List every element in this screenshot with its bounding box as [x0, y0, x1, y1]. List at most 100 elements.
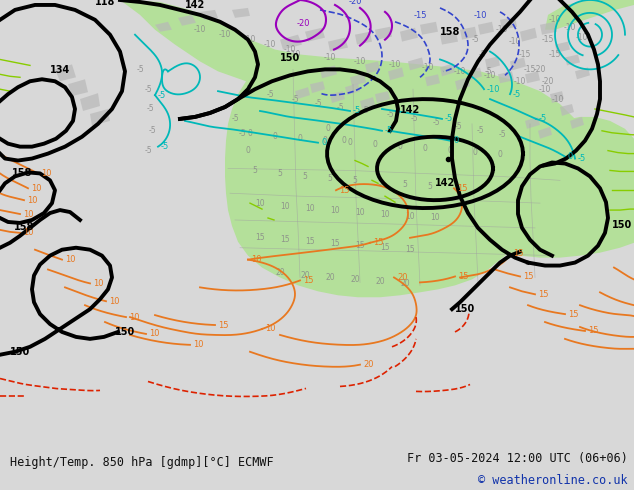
Text: -20: -20	[542, 77, 554, 86]
Text: 20: 20	[300, 271, 310, 280]
Text: -10: -10	[509, 37, 521, 46]
Polygon shape	[355, 32, 372, 45]
Polygon shape	[280, 35, 302, 49]
Text: 15: 15	[405, 245, 415, 254]
Polygon shape	[305, 28, 325, 42]
Text: 20: 20	[363, 360, 373, 369]
Polygon shape	[155, 22, 172, 32]
Polygon shape	[555, 42, 570, 52]
Text: -20: -20	[296, 19, 310, 28]
Text: 158: 158	[14, 222, 34, 232]
Text: -10: -10	[284, 45, 296, 54]
Text: 5: 5	[403, 180, 408, 189]
Text: -5: -5	[445, 114, 453, 123]
Text: -10: -10	[487, 85, 500, 94]
Text: 0: 0	[453, 136, 458, 145]
Text: -5: -5	[238, 129, 246, 138]
Text: 10: 10	[380, 210, 390, 219]
Text: 15: 15	[538, 290, 548, 299]
Text: 158: 158	[12, 169, 32, 178]
Text: -15: -15	[524, 65, 536, 74]
Polygon shape	[388, 68, 404, 80]
Polygon shape	[310, 81, 325, 93]
Text: 150: 150	[115, 327, 135, 337]
Text: 15: 15	[339, 186, 349, 195]
Text: 10: 10	[149, 329, 160, 339]
Text: 15: 15	[457, 184, 467, 193]
Polygon shape	[375, 91, 390, 103]
Text: -20: -20	[348, 0, 362, 6]
Text: -10: -10	[552, 95, 564, 103]
Text: 0: 0	[297, 134, 302, 143]
Text: 5: 5	[278, 169, 282, 178]
Text: -5: -5	[353, 106, 361, 116]
Text: -10: -10	[389, 60, 401, 69]
Text: 10: 10	[23, 210, 34, 219]
Text: 5: 5	[302, 172, 307, 181]
Text: -5: -5	[291, 95, 299, 103]
Text: 142: 142	[435, 178, 455, 188]
Text: -10: -10	[484, 71, 496, 80]
Text: -10: -10	[539, 85, 551, 94]
Text: 0: 0	[423, 144, 427, 153]
Polygon shape	[90, 109, 110, 126]
Text: 10: 10	[305, 203, 315, 213]
Text: -5: -5	[266, 90, 274, 98]
Text: -5: -5	[386, 110, 394, 120]
Text: -10: -10	[473, 11, 487, 20]
Polygon shape	[408, 57, 424, 71]
Text: 150: 150	[455, 304, 476, 314]
Text: Fr 03-05-2024 12:00 UTC (06+06): Fr 03-05-2024 12:00 UTC (06+06)	[407, 452, 628, 465]
Text: 150: 150	[612, 220, 632, 230]
Text: -5: -5	[471, 35, 479, 44]
Polygon shape	[55, 64, 76, 81]
Text: 0: 0	[323, 136, 327, 145]
Text: 10: 10	[256, 198, 265, 208]
Text: -10: -10	[194, 25, 206, 34]
Text: 15: 15	[303, 276, 313, 285]
Polygon shape	[330, 91, 345, 103]
Text: -5: -5	[484, 67, 492, 76]
Polygon shape	[328, 38, 348, 51]
Text: 0: 0	[245, 146, 250, 155]
Polygon shape	[295, 87, 310, 99]
Text: 10: 10	[193, 341, 204, 349]
Polygon shape	[420, 22, 438, 35]
Text: 15: 15	[355, 241, 365, 250]
Text: 5: 5	[427, 182, 432, 191]
Polygon shape	[232, 8, 250, 18]
Polygon shape	[425, 74, 440, 86]
Polygon shape	[120, 0, 580, 297]
Text: -10: -10	[454, 67, 466, 76]
Text: 20: 20	[397, 273, 408, 282]
Text: 20: 20	[325, 273, 335, 282]
Text: 20: 20	[275, 268, 285, 277]
Text: -10: -10	[289, 50, 301, 59]
Text: 150: 150	[570, 0, 590, 2]
Text: -5: -5	[361, 106, 369, 116]
Text: -5: -5	[244, 85, 252, 94]
Text: 10: 10	[41, 169, 51, 178]
Text: -5: -5	[410, 114, 418, 123]
Text: -15: -15	[542, 35, 554, 44]
Polygon shape	[80, 93, 100, 111]
Polygon shape	[540, 22, 557, 35]
Text: -5: -5	[314, 98, 322, 107]
Text: 15: 15	[568, 310, 578, 318]
Text: -5: -5	[478, 50, 486, 59]
Text: 20: 20	[375, 277, 385, 286]
Text: 10: 10	[330, 206, 340, 215]
Polygon shape	[345, 83, 360, 95]
Text: 0: 0	[568, 152, 573, 161]
Text: 150: 150	[280, 53, 301, 63]
Text: 15: 15	[380, 243, 390, 252]
Text: -5: -5	[476, 126, 484, 135]
Polygon shape	[200, 10, 218, 20]
Text: 10: 10	[430, 214, 440, 222]
Text: 10: 10	[23, 228, 34, 237]
Text: 10: 10	[355, 208, 365, 217]
Polygon shape	[575, 68, 590, 79]
Text: 0: 0	[342, 136, 346, 145]
Text: -10: -10	[496, 25, 508, 34]
Text: -5: -5	[498, 130, 506, 139]
